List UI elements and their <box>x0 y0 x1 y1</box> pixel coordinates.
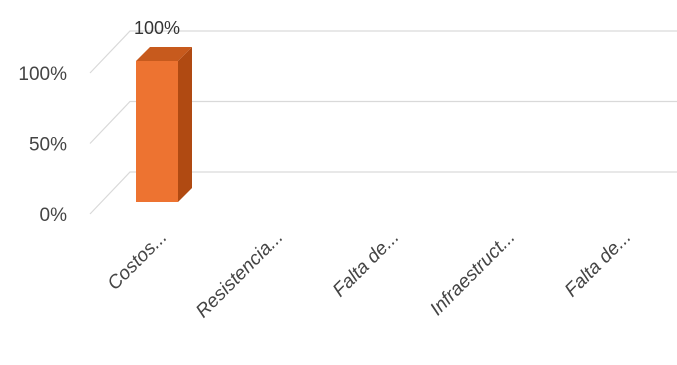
bars <box>136 47 192 202</box>
bar <box>136 47 192 202</box>
gridline <box>89 30 677 74</box>
x-category-label: Costos... <box>104 227 172 295</box>
data-label: 100% <box>134 18 180 38</box>
y-tick-label: 50% <box>29 135 67 156</box>
gridline <box>89 171 677 215</box>
y-tick-label: 0% <box>40 205 68 226</box>
data-labels: 100% <box>134 18 180 38</box>
bar-top-face <box>136 47 192 61</box>
x-category-label: Infraestruct... <box>426 227 519 320</box>
bar-side-face <box>178 47 192 202</box>
x-category-label: Falta de... <box>329 227 404 302</box>
gridline <box>89 100 677 144</box>
x-category-label: Falta de... <box>561 227 636 302</box>
y-tick-label: 100% <box>18 64 67 85</box>
y-axis-ticks: 0% 50% 100% <box>18 64 67 226</box>
gridlines <box>89 30 677 215</box>
x-axis-categories: Costos... Resistencia... Falta de... Infrae… <box>104 227 636 322</box>
x-category-label: Resistencia... <box>192 227 287 322</box>
bar-front-face <box>136 61 178 202</box>
